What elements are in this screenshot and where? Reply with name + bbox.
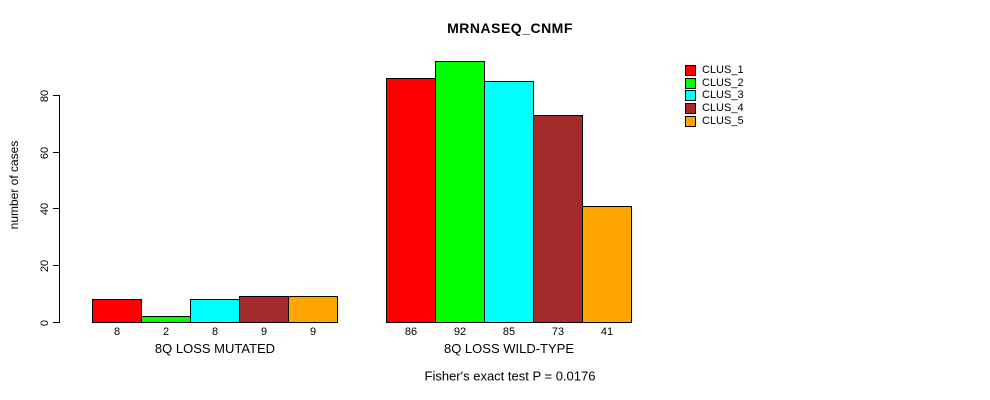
bar-clus-1	[386, 78, 436, 323]
y-tick-label: 40	[39, 202, 51, 215]
bar-clus-1	[92, 299, 142, 323]
legend-swatch-clus-2	[685, 77, 696, 89]
bar-clus-2	[141, 316, 191, 323]
bar-clus-4	[533, 115, 583, 323]
legend-swatch-clus-3	[685, 90, 696, 102]
y-tick-mark	[53, 208, 59, 209]
bar-clus-4	[239, 296, 289, 323]
bar-clus-5	[288, 296, 338, 323]
bar-value-label: 9	[260, 326, 268, 338]
bar-value-label: 85	[502, 326, 516, 338]
bar-clus-3	[190, 299, 240, 323]
y-axis-line	[59, 95, 60, 323]
legend-row: CLUS_4	[685, 102, 744, 115]
legend-label: CLUS_4	[702, 101, 744, 114]
y-tick-mark	[53, 265, 59, 266]
chart-title: MRNASEQ_CNMF	[447, 20, 573, 36]
bar-value-label: 73	[551, 326, 565, 338]
legend: CLUS_1 CLUS_2 CLUS_3 CLUS_4 CLUS_5	[685, 64, 744, 127]
x-category-label: 8Q LOSS WILD-TYPE	[443, 341, 575, 356]
bar-value-label: 2	[162, 326, 170, 338]
legend-label: CLUS_2	[702, 76, 744, 89]
legend-swatch-clus-5	[685, 115, 696, 127]
y-tick-mark	[53, 152, 59, 153]
legend-row: CLUS_2	[685, 77, 744, 90]
bar-clus-2	[435, 61, 485, 323]
legend-swatch-clus-4	[685, 102, 696, 114]
y-tick-label: 80	[39, 89, 51, 102]
y-tick-label: 60	[39, 146, 51, 159]
bar-clus-5	[582, 206, 632, 323]
legend-swatch-clus-1	[685, 64, 696, 76]
legend-row: CLUS_3	[685, 89, 744, 102]
y-tick-mark	[53, 322, 59, 323]
legend-label: CLUS_5	[702, 114, 744, 127]
legend-row: CLUS_1	[685, 64, 744, 77]
y-tick-mark	[53, 95, 59, 96]
bar-value-label: 8	[211, 326, 219, 338]
legend-label: CLUS_1	[702, 63, 744, 76]
y-tick-label: 0	[39, 319, 51, 326]
footer-note: Fisher's exact test P = 0.0176	[424, 368, 596, 384]
bar-value-label: 41	[600, 326, 614, 338]
bar-value-label: 92	[453, 326, 467, 338]
y-tick-label: 20	[39, 259, 51, 272]
x-category-label: 8Q LOSS MUTATED	[154, 341, 276, 356]
bar-clus-3	[484, 81, 534, 323]
bar-value-label: 9	[309, 326, 317, 338]
bar-value-label: 86	[404, 326, 418, 338]
bar-value-label: 8	[113, 326, 121, 338]
legend-label: CLUS_3	[702, 89, 744, 102]
legend-row: CLUS_5	[685, 115, 744, 128]
y-axis-label: number of cases	[7, 140, 21, 230]
